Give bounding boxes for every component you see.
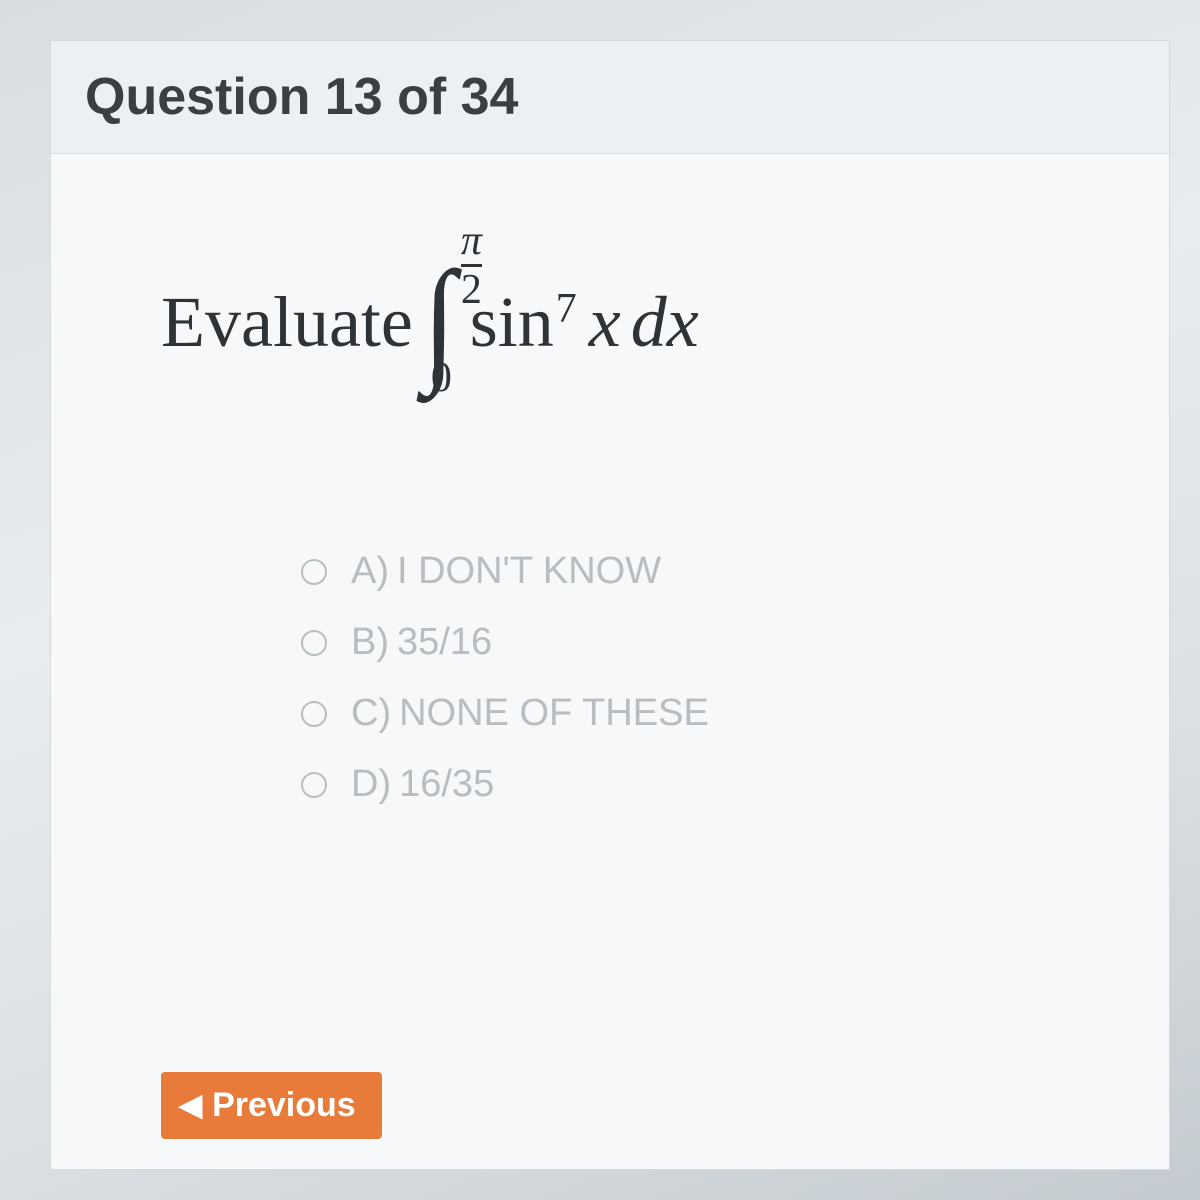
radio-icon[interactable]: [301, 559, 327, 585]
option-text: 35/16: [397, 621, 492, 664]
option-c[interactable]: C) NONE OF THESE: [301, 692, 1109, 735]
radio-icon[interactable]: [301, 772, 327, 798]
option-text: I DON'T KNOW: [397, 550, 661, 593]
question-body: Evaluate π 2 ∫ 0 sin 7 x dx A) I: [51, 154, 1169, 874]
previous-button[interactable]: ◀ Previous: [161, 1072, 382, 1139]
question-counter: Question 13 of 34: [85, 67, 1135, 127]
question-header: Question 13 of 34: [51, 41, 1169, 154]
option-letter: C): [351, 692, 391, 735]
radio-icon[interactable]: [301, 701, 327, 727]
integrand: sin 7 x dx: [470, 281, 699, 364]
upper-denominator: 2: [461, 269, 482, 311]
question-expression: Evaluate π 2 ∫ 0 sin 7 x dx: [161, 264, 1109, 380]
option-a[interactable]: A) I DON'T KNOW: [301, 550, 1109, 593]
option-letter: A): [351, 550, 389, 593]
quiz-card: Question 13 of 34 Evaluate π 2 ∫ 0 sin 7…: [50, 40, 1170, 1170]
chevron-left-icon: ◀: [179, 1088, 202, 1123]
dx-differential: dx: [631, 281, 699, 364]
previous-label: Previous: [212, 1086, 356, 1125]
lower-limit: 0: [431, 354, 452, 402]
power-7: 7: [556, 285, 577, 333]
option-b[interactable]: B) 35/16: [301, 621, 1109, 664]
option-letter: D): [351, 763, 391, 806]
sin-func: sin: [470, 281, 554, 364]
option-letter: B): [351, 621, 389, 664]
option-text: 16/35: [399, 763, 494, 806]
pi-symbol: π: [461, 220, 482, 262]
answer-options: A) I DON'T KNOW B) 35/16 C) NONE OF THES…: [301, 550, 1109, 806]
radio-icon[interactable]: [301, 630, 327, 656]
option-text: NONE OF THESE: [399, 692, 709, 735]
integral-symbol: π 2 ∫ 0: [423, 264, 456, 380]
evaluate-label: Evaluate: [161, 281, 413, 364]
x-variable: x: [589, 281, 621, 364]
option-d[interactable]: D) 16/35: [301, 763, 1109, 806]
upper-limit: π 2: [461, 220, 482, 311]
